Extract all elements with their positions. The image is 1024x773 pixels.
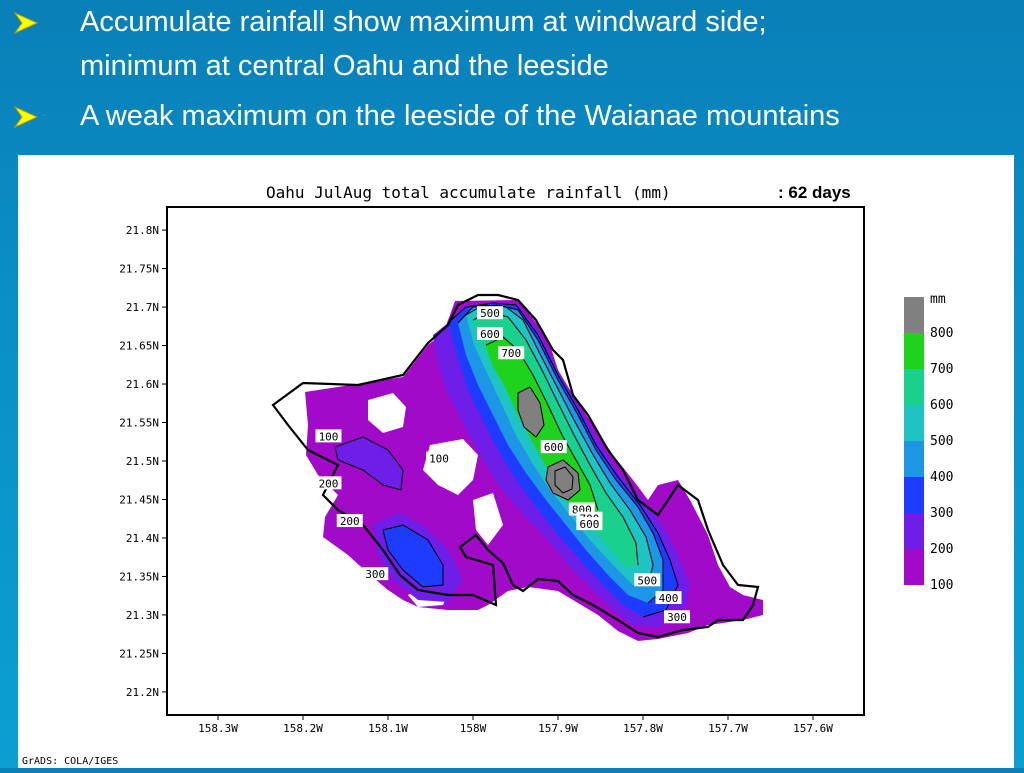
contour-label-bg — [655, 591, 682, 605]
legend-swatch — [904, 405, 924, 441]
contour-label-text: 100 — [429, 453, 449, 466]
x-tick-label: 158.3W — [198, 722, 238, 735]
y-tick-label: 21.65N — [119, 340, 159, 353]
contour-label-bg — [336, 514, 363, 528]
contour-label-text: 300 — [365, 568, 385, 581]
legend-swatch — [904, 477, 924, 513]
contour-label-text: 100 — [319, 430, 339, 443]
y-tick-label: 21.35N — [119, 570, 159, 583]
contour-label: 400 — [655, 591, 682, 605]
legend-swatch — [904, 369, 924, 405]
figure-title-suffix: : 62 days — [778, 183, 851, 202]
contour-label: 100 — [315, 429, 342, 443]
x-tick-label: 157.7W — [708, 722, 748, 735]
x-axis: 158.3W 158.2W 158.1W 158W 157.9W 157.8W 157.7W… — [198, 715, 833, 735]
contour-label-text: 200 — [319, 477, 339, 490]
rainfall-map-figure: Oahu JulAug total accumulate rainfall (m… — [18, 155, 1014, 768]
contour-label: 600 — [540, 440, 567, 454]
y-axis: 21.8N 21.75N 21.7N 21.65N 21.6N 21.55N 21.5N 21… — [119, 224, 167, 699]
colorbar-legend: mm 800 700 600 500 400 300 200 100 — [904, 292, 953, 593]
y-tick-label: 21.7N — [126, 301, 159, 314]
contour-label-bg — [540, 440, 567, 454]
contour-label-text: 600 — [480, 328, 500, 341]
bullet-text-line: Accumulate rainfall show maximum at wind… — [80, 6, 767, 38]
y-tick-label: 21.6N — [126, 378, 159, 391]
shade-800 — [546, 460, 580, 500]
y-tick-label: 21.2N — [126, 686, 159, 699]
contour-label: 500 — [634, 573, 661, 587]
contour-label: 300 — [664, 610, 690, 624]
x-tick-label: 157.8W — [623, 722, 663, 735]
y-tick-label: 21.4N — [126, 532, 159, 545]
contour-label-text: 600 — [580, 518, 600, 531]
contour-label-bg — [498, 346, 525, 360]
x-tick-label: 157.9W — [538, 722, 578, 735]
bullet-text-line: A weak maximum on the leeside of the Wai… — [80, 100, 840, 132]
contour-label-text: 500 — [480, 307, 500, 320]
contour-label-text: 300 — [667, 611, 687, 624]
bullet-item: A weak maximum on the leeside of the Wai… — [14, 98, 1014, 138]
contour-label: 200 — [336, 514, 363, 528]
contour-label-text: 400 — [659, 592, 679, 605]
legend-level-label: 600 — [930, 398, 953, 413]
contour-label-bg — [477, 306, 503, 320]
legend-level-label: 400 — [930, 470, 953, 485]
low-rain-hole — [473, 493, 503, 545]
legend-level-label: 300 — [930, 506, 953, 521]
arrow-bullet-icon — [14, 12, 38, 34]
shade-200 — [335, 437, 403, 490]
contour-label-text: 700 — [501, 347, 521, 360]
contour-label: 100 — [426, 451, 452, 466]
contour-label-bg — [315, 476, 342, 490]
legend-swatch — [904, 297, 924, 333]
contour-label: 600 — [576, 517, 603, 531]
contour-label-bg — [576, 517, 603, 531]
legend-level-label: 800 — [930, 326, 953, 341]
y-tick-label: 21.45N — [119, 493, 159, 506]
legend-swatch — [904, 333, 924, 369]
legend-swatch — [904, 549, 924, 585]
y-tick-label: 21.8N — [126, 224, 159, 237]
grads-footer: GrADS: COLA/IGES — [22, 756, 118, 767]
y-tick-label: 21.75N — [119, 263, 159, 276]
bullet-item: Accumulate rainfall show maximum at wind… — [14, 4, 1014, 84]
contour-label-bg — [426, 451, 452, 465]
y-tick-label: 21.25N — [119, 647, 159, 660]
legend-level-label: 200 — [930, 542, 953, 557]
y-tick-label: 21.3N — [126, 609, 159, 622]
contour-label-bg — [477, 327, 503, 340]
x-tick-label: 157.6W — [793, 722, 833, 735]
legend-swatch — [904, 513, 924, 549]
contour-label: 500 — [477, 306, 503, 320]
contour-label: 300 — [362, 567, 389, 581]
low-rain-hole — [368, 393, 406, 433]
y-tick-label: 21.5N — [126, 455, 159, 468]
contour-label: 600 — [477, 327, 503, 341]
contour-label-bg — [362, 567, 389, 581]
arrow-bullet-icon — [14, 106, 38, 128]
contour-label-bg — [634, 573, 661, 587]
x-tick-label: 158.1W — [368, 722, 408, 735]
figure-title: Oahu JulAug total accumulate rainfall (m… — [266, 183, 671, 202]
legend-unit: mm — [930, 292, 946, 307]
legend-swatch — [904, 441, 924, 477]
contour-label-text: 600 — [544, 441, 564, 454]
y-tick-label: 21.55N — [119, 417, 159, 430]
oahu-coastline — [271, 293, 760, 639]
contour-labels: 5006007001001006002008007006002003005004… — [315, 306, 690, 624]
bullet-text-line: minimum at central Oahu and the leeside — [80, 50, 609, 82]
legend-level-label: 500 — [930, 434, 953, 449]
contour-label-text: 500 — [637, 574, 657, 587]
contour-lines — [334, 302, 679, 618]
x-tick-label: 158.2W — [283, 722, 323, 735]
legend-level-label: 100 — [930, 578, 953, 593]
contour-label: 700 — [498, 346, 525, 360]
rainfall-map: Oahu JulAug total accumulate rainfall (m… — [22, 183, 953, 767]
x-tick-label: 158W — [460, 722, 487, 735]
legend-level-label: 700 — [930, 362, 953, 377]
contour-label: 200 — [315, 476, 342, 490]
contour-label-bg — [664, 610, 690, 624]
contour-label-text: 200 — [340, 515, 360, 528]
contour-label-bg — [315, 429, 342, 443]
